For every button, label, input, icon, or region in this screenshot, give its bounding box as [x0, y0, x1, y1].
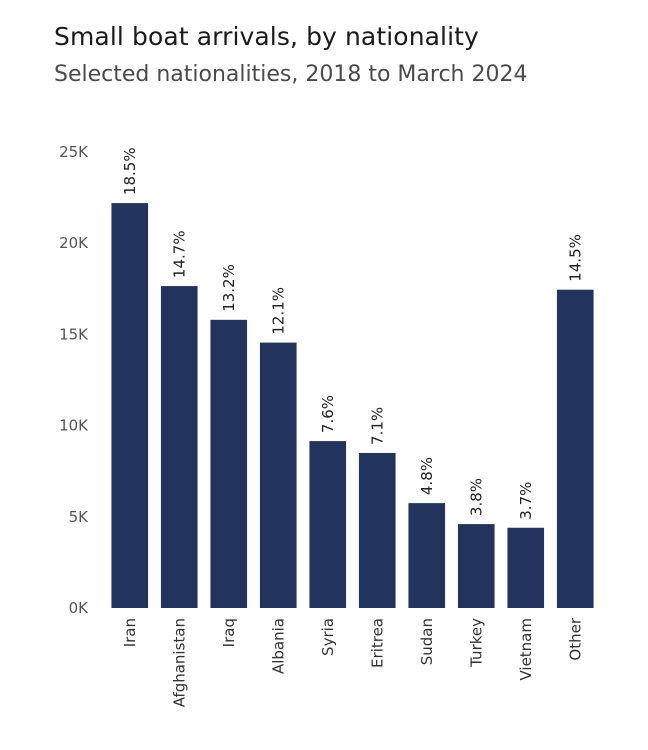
y-axis: 0K 5K 10K 15K 20K 25K: [59, 143, 89, 617]
x-axis: Iran Afghanistan Iraq Albania Syria Eritrea Su…: [121, 617, 585, 707]
bar-turkey: [457, 524, 495, 608]
x-tick-label: Iran: [121, 618, 139, 647]
data-label: 13.2%: [220, 264, 238, 312]
x-tick-label: Syria: [319, 618, 337, 656]
y-tick-label: 10K: [59, 417, 89, 435]
x-tick-label: Eritrea: [368, 618, 386, 668]
bar-sudan: [408, 503, 446, 608]
x-tick-label: Albania: [269, 618, 287, 674]
data-label: 3.7%: [517, 482, 535, 520]
data-label: 4.8%: [418, 457, 436, 495]
x-tick-label: Turkey: [467, 618, 485, 668]
chart-title: Small boat arrivals, by nationality: [54, 22, 479, 51]
data-labels: 18.5% 14.7% 13.2% 12.1% 7.6% 7.1% 4.8% 3.8% 3.7%…: [121, 147, 585, 519]
bar-eritrea: [358, 452, 396, 608]
x-tick-label: Afghanistan: [170, 618, 188, 707]
bar-iraq: [210, 319, 248, 608]
data-label: 18.5%: [121, 147, 139, 195]
y-tick-label: 20K: [59, 234, 89, 252]
x-tick-label: Other: [566, 617, 584, 660]
bar-afghanistan: [160, 286, 198, 608]
chart-subtitle: Selected nationalities, 2018 to March 20…: [54, 62, 528, 87]
data-label: 14.5%: [566, 234, 584, 282]
bar-syria: [309, 441, 347, 608]
x-tick-label: Sudan: [418, 618, 436, 665]
bars: [111, 203, 594, 608]
bar-albania: [259, 342, 297, 608]
bar-vietnam: [507, 527, 545, 608]
data-label: 3.8%: [467, 478, 485, 516]
data-label: 12.1%: [269, 287, 287, 335]
bar-iran: [111, 203, 149, 608]
y-tick-label: 15K: [59, 325, 89, 343]
x-tick-label: Iraq: [220, 618, 238, 647]
data-label: 7.1%: [368, 407, 386, 445]
y-tick-label: 0K: [69, 599, 90, 617]
data-label: 7.6%: [319, 395, 337, 433]
bar-other: [556, 289, 594, 608]
y-tick-label: 5K: [69, 508, 90, 526]
data-label: 14.7%: [170, 230, 188, 278]
y-tick-label: 25K: [59, 143, 89, 161]
x-tick-label: Vietnam: [517, 618, 535, 681]
